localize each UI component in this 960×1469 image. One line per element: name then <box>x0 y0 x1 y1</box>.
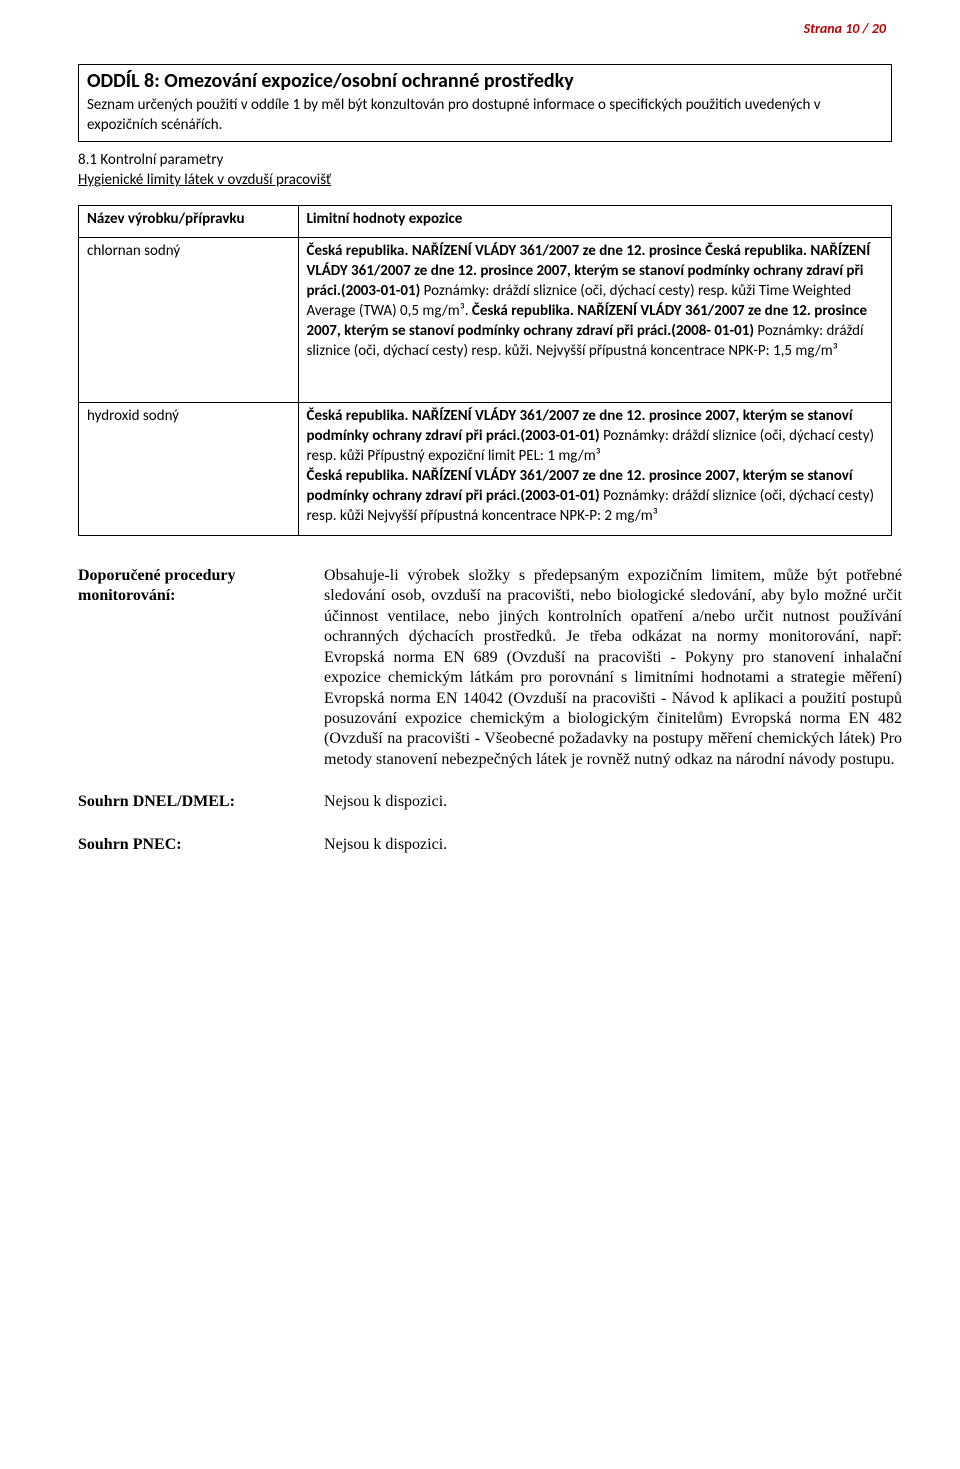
table-row: chlornan sodnýČeská republika. NAŘÍZENÍ … <box>79 238 892 403</box>
procedure-label: Doporučené procedury monitorování: <box>78 566 314 771</box>
table-cell-limits: Česká republika. NAŘÍZENÍ VLÁDY 361/2007… <box>298 403 892 536</box>
procedure-text: Nejsou k dispozici. <box>324 835 902 855</box>
sub-number: 8.1 <box>78 151 97 169</box>
procedure-label: Souhrn PNEC: <box>78 835 314 855</box>
section-intro: Seznam určených použití v oddíle 1 by mě… <box>87 96 883 135</box>
table-row: hydroxid sodnýČeská republika. NAŘÍZENÍ … <box>79 403 892 536</box>
section-title: ODDÍL 8: Omezování expozice/osobní ochra… <box>87 69 883 94</box>
section-box: ODDÍL 8: Omezování expozice/osobní ochra… <box>78 64 892 142</box>
table-header-left: Název výrobku/přípravku <box>79 205 299 238</box>
sub-heading: 8.1 Kontrolní parametry Hygienické limit… <box>78 150 892 191</box>
procedure-label: Souhrn DNEL/DMEL: <box>78 792 314 812</box>
sub-text: Kontrolní parametry <box>100 151 223 169</box>
table-cell-substance: chlornan sodný <box>79 238 299 403</box>
exposure-table: Název výrobku/přípravkuLimitní hodnoty e… <box>78 205 892 536</box>
table-header-right: Limitní hodnoty expozice <box>298 205 892 238</box>
procedures-grid: Doporučené procedury monitorování:Obsahu… <box>78 566 892 856</box>
page-number: Strana 10 / 20 <box>804 20 886 37</box>
procedure-text: Obsahuje-li výrobek složky s předepsaným… <box>324 566 902 771</box>
sub-link: Hygienické limity látek v ovzduší pracov… <box>78 171 331 189</box>
page: Strana 10 / 20 ODDÍL 8: Omezování expozi… <box>0 0 960 1469</box>
procedure-text: Nejsou k dispozici. <box>324 792 902 812</box>
table-cell-substance: hydroxid sodný <box>79 403 299 536</box>
table-cell-limits: Česká republika. NAŘÍZENÍ VLÁDY 361/2007… <box>298 238 892 403</box>
